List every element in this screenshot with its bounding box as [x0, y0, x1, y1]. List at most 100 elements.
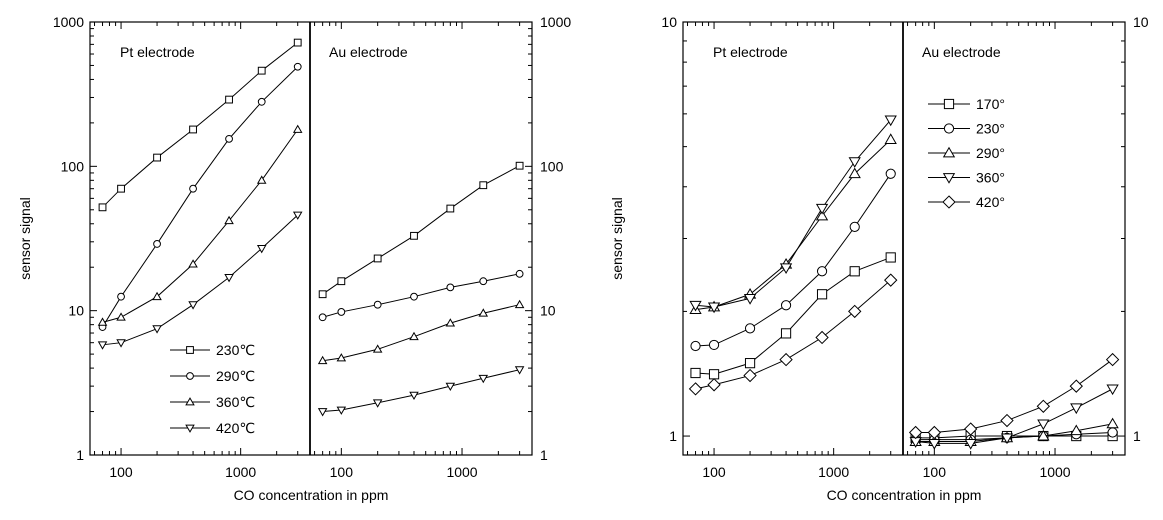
series-line — [695, 139, 892, 311]
data-point — [1037, 429, 1050, 441]
legend-marker — [943, 123, 955, 134]
data-point — [225, 95, 233, 104]
data-point — [410, 292, 418, 301]
panel-label: Pt electrode — [120, 44, 195, 60]
data-point — [707, 302, 721, 314]
legend-label: 360° — [976, 170, 1005, 186]
y-tick-label-right: 10 — [1133, 14, 1149, 30]
data-point — [689, 300, 702, 312]
data-point — [514, 366, 525, 375]
data-point — [373, 300, 382, 309]
y-tick-label: 10 — [68, 303, 84, 319]
series-4 — [688, 273, 898, 396]
series-3 — [689, 115, 897, 314]
data-point — [446, 283, 455, 292]
x-tick-label: 1000 — [818, 464, 849, 480]
plot-frame — [89, 21, 533, 456]
data-point — [257, 66, 266, 75]
series-line — [322, 165, 520, 295]
series-0 — [318, 161, 524, 299]
y-tick-label-right: 1 — [540, 447, 548, 463]
data-point — [1069, 379, 1083, 393]
y-axis-label: sensor signal — [17, 197, 33, 280]
data-point — [98, 203, 107, 212]
data-point — [1000, 413, 1014, 428]
data-point — [188, 301, 198, 310]
series-2 — [97, 124, 303, 326]
data-point — [224, 274, 234, 283]
data-point — [849, 266, 860, 277]
data-point — [256, 245, 267, 254]
y-tick-label: 1000 — [53, 14, 84, 30]
series-3 — [317, 366, 525, 417]
legend-label: 290℃ — [216, 368, 255, 384]
data-point — [1105, 352, 1120, 367]
data-point — [514, 299, 525, 309]
series-line — [695, 279, 892, 390]
series-0 — [910, 430, 1118, 443]
legend-label: 420℃ — [216, 420, 255, 436]
legend-label: 170° — [976, 96, 1005, 112]
data-point — [410, 231, 418, 240]
data-point — [743, 293, 757, 305]
data-point — [908, 425, 923, 440]
series-line — [322, 369, 520, 413]
data-point — [153, 153, 161, 162]
data-point — [884, 273, 898, 287]
legend-label: 230℃ — [216, 342, 255, 358]
series-line — [915, 423, 1113, 443]
y-tick-label-right: 1 — [1133, 428, 1141, 444]
data-point — [744, 358, 756, 369]
data-point — [885, 252, 896, 263]
data-point — [780, 328, 792, 339]
legend-marker — [186, 372, 194, 380]
panel-label: Pt electrode — [713, 44, 788, 60]
y-tick-label-right: 10 — [540, 303, 556, 319]
x-tick-label: 100 — [109, 464, 133, 480]
series-2 — [317, 299, 525, 365]
data-point — [928, 438, 941, 450]
data-point — [690, 367, 701, 379]
x-axis-label: CO concentration in ppm — [827, 487, 982, 503]
data-point — [153, 240, 161, 248]
data-point — [337, 308, 346, 316]
data-point — [1106, 384, 1119, 396]
x-tick-label: 100 — [923, 464, 947, 480]
data-point — [708, 369, 720, 380]
y-tick-label-right: 1000 — [540, 14, 571, 30]
series-4 — [908, 352, 1120, 440]
series-line — [102, 66, 299, 328]
data-point — [188, 259, 198, 268]
data-point — [779, 352, 793, 367]
series-line — [695, 256, 891, 375]
data-point — [293, 38, 302, 47]
data-point — [336, 353, 347, 362]
data-point — [1070, 403, 1083, 415]
x-axis-label: CO concentration in ppm — [234, 487, 389, 503]
data-point — [318, 290, 327, 299]
y-tick-label-right: 100 — [540, 158, 564, 174]
data-point — [515, 161, 524, 170]
data-point — [478, 308, 489, 317]
data-point — [848, 167, 861, 179]
series-3 — [97, 211, 303, 350]
data-point — [964, 438, 977, 450]
y-tick-label: 1 — [76, 447, 84, 463]
series-1 — [98, 62, 302, 331]
data-point — [292, 211, 303, 220]
panel-label: Au electrode — [922, 44, 1001, 60]
series-line — [695, 173, 892, 347]
data-point — [1070, 424, 1083, 436]
data-point — [848, 157, 861, 168]
data-point — [884, 115, 897, 127]
data-point — [189, 184, 197, 193]
data-point — [479, 277, 488, 286]
legend-marker — [943, 98, 955, 110]
y-tick-label: 1 — [669, 428, 677, 444]
legend-label: 360℃ — [216, 394, 255, 410]
data-point — [744, 323, 756, 334]
y-axis-label: sensor signal — [609, 197, 625, 280]
data-point — [849, 221, 860, 232]
legend-label: 290° — [976, 145, 1005, 161]
data-point — [1106, 417, 1119, 429]
